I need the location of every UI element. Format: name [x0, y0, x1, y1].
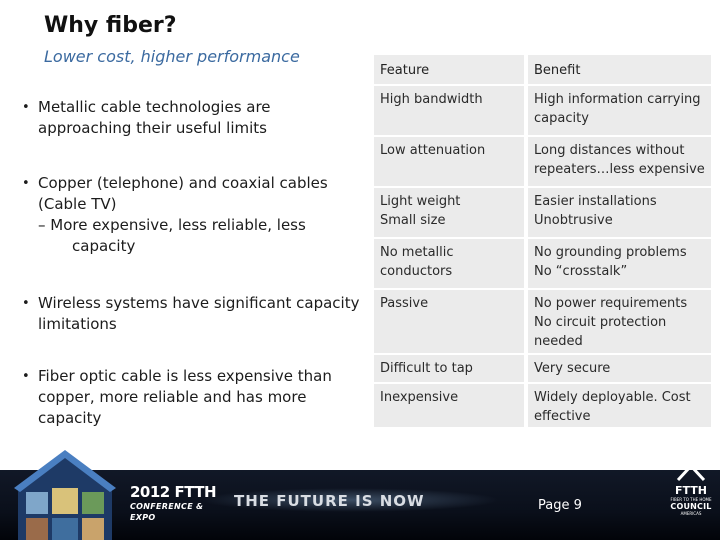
- bullet-marker: •: [22, 100, 30, 115]
- benefit-cell: Very secure: [524, 353, 711, 382]
- feature-cell: No metallic conductors: [374, 237, 524, 288]
- feature-cell: Inexpensive: [374, 382, 524, 427]
- bullet-marker: •: [22, 296, 30, 311]
- bullet-marker: •: [22, 369, 30, 384]
- table-row: High bandwidth High information carrying…: [374, 84, 711, 135]
- ftth-council-logo: FTTH FIBER TO THE HOME COUNCIL AMERICAS: [668, 462, 714, 534]
- conference-logo: 2012 FTTH CONFERENCE & EXPO: [130, 483, 218, 523]
- table-row: Light weight Small size Easier installat…: [374, 186, 711, 237]
- footer-tagline: THE FUTURE IS NOW: [234, 492, 425, 510]
- benefit-cell: High information carrying capacity: [524, 84, 711, 135]
- benefit-cell: No grounding problems No “crosstalk”: [524, 237, 711, 288]
- benefit-cell: Long distances without repeaters…less ex…: [524, 135, 711, 186]
- table-row: No metallic conductors No grounding prob…: [374, 237, 711, 288]
- table-row: Inexpensive Widely deployable. Cost effe…: [374, 382, 711, 427]
- slide-title: Why fiber?: [44, 13, 177, 38]
- feature-cell: Difficult to tap: [374, 353, 524, 382]
- conference-logo-subtitle: CONFERENCE & EXPO: [130, 502, 204, 522]
- table-row: Low attenuation Long distances without r…: [374, 135, 711, 186]
- conference-logo-year: 2012 FTTH: [130, 483, 217, 501]
- feature-cell: Low attenuation: [374, 135, 524, 186]
- house-logo-icon: [14, 450, 116, 540]
- bullet-item: • Wireless systems have significant capa…: [22, 293, 367, 335]
- feature-benefit-table: Feature Benefit High bandwidth High info…: [374, 55, 711, 427]
- table-header-row: Feature Benefit: [374, 55, 711, 84]
- bullet-text: Wireless systems have significant capaci…: [38, 294, 360, 333]
- page-number: Page 9: [538, 498, 582, 513]
- footer-glow: [200, 488, 500, 512]
- bullet-text: Copper (telephone) and coaxial cables (C…: [38, 174, 328, 213]
- feature-cell: Light weight Small size: [374, 186, 524, 237]
- bullet-item: • Copper (telephone) and coaxial cables …: [22, 173, 367, 257]
- table-row: Passive No power requirements No circuit…: [374, 288, 711, 353]
- benefit-cell: Easier installations Unobtrusive: [524, 186, 711, 237]
- table-row: Difficult to tap Very secure: [374, 353, 711, 382]
- feature-cell: Passive: [374, 288, 524, 353]
- bullet-item: • Metallic cable technologies are approa…: [22, 97, 367, 139]
- benefit-cell: No power requirements No circuit protect…: [524, 288, 711, 353]
- council-logo-ftth: FTTH: [675, 484, 707, 497]
- council-logo-name: COUNCIL: [670, 502, 712, 511]
- footer-banner: 2012 FTTH CONFERENCE & EXPO THE FUTURE I…: [0, 440, 720, 540]
- footer-band: [0, 470, 720, 540]
- column-header-feature: Feature: [374, 55, 524, 84]
- feature-cell: High bandwidth: [374, 84, 524, 135]
- council-logo-tagline: FIBER TO THE HOME: [670, 497, 712, 502]
- bullet-subitem: – More expensive, less reliable, less ca…: [38, 216, 306, 255]
- slide-subtitle: Lower cost, higher performance: [44, 47, 300, 66]
- council-logo-region: AMERICAS: [680, 511, 702, 516]
- bullet-list: • Metallic cable technologies are approa…: [0, 0, 372, 440]
- bullet-text: Metallic cable technologies are approach…: [38, 98, 271, 137]
- bullet-text: Fiber optic cable is less expensive than…: [38, 367, 332, 427]
- bullet-marker: •: [22, 176, 30, 191]
- column-header-benefit: Benefit: [524, 55, 711, 84]
- bullet-item: • Fiber optic cable is less expensive th…: [22, 366, 367, 429]
- benefit-cell: Widely deployable. Cost effective: [524, 382, 711, 427]
- council-house-icon: [676, 463, 706, 482]
